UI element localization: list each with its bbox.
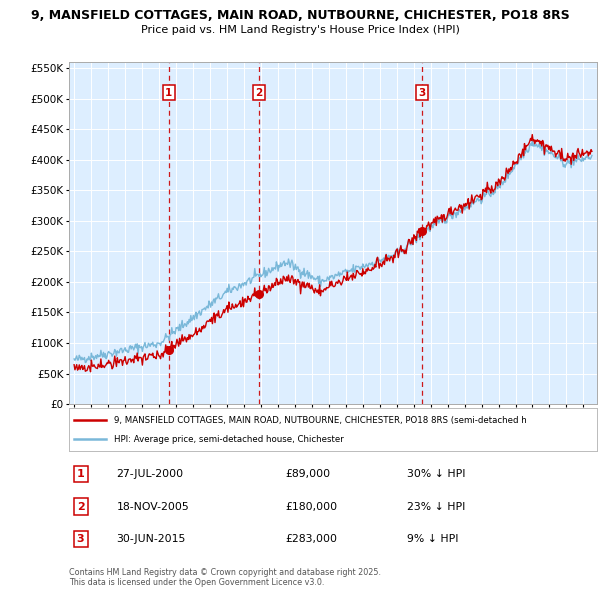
Text: HPI: Average price, semi-detached house, Chichester: HPI: Average price, semi-detached house,…: [114, 435, 344, 444]
Text: 2: 2: [77, 502, 85, 512]
Text: £180,000: £180,000: [286, 502, 338, 512]
Text: Price paid vs. HM Land Registry's House Price Index (HPI): Price paid vs. HM Land Registry's House …: [140, 25, 460, 35]
Text: 23% ↓ HPI: 23% ↓ HPI: [407, 502, 465, 512]
Text: 9% ↓ HPI: 9% ↓ HPI: [407, 534, 458, 544]
Text: 30-JUN-2015: 30-JUN-2015: [116, 534, 186, 544]
Text: 2: 2: [255, 87, 262, 97]
Text: 30% ↓ HPI: 30% ↓ HPI: [407, 469, 466, 479]
Text: 3: 3: [77, 534, 85, 544]
Text: Contains HM Land Registry data © Crown copyright and database right 2025.
This d: Contains HM Land Registry data © Crown c…: [69, 568, 381, 587]
Text: £283,000: £283,000: [286, 534, 337, 544]
Text: 1: 1: [77, 469, 85, 479]
Text: 9, MANSFIELD COTTAGES, MAIN ROAD, NUTBOURNE, CHICHESTER, PO18 8RS (semi-detached: 9, MANSFIELD COTTAGES, MAIN ROAD, NUTBOU…: [114, 416, 527, 425]
Text: 9, MANSFIELD COTTAGES, MAIN ROAD, NUTBOURNE, CHICHESTER, PO18 8RS: 9, MANSFIELD COTTAGES, MAIN ROAD, NUTBOU…: [31, 9, 569, 22]
Text: 1: 1: [165, 87, 172, 97]
Text: 3: 3: [418, 87, 425, 97]
Text: £89,000: £89,000: [286, 469, 331, 479]
Text: 18-NOV-2005: 18-NOV-2005: [116, 502, 189, 512]
Text: 27-JUL-2000: 27-JUL-2000: [116, 469, 184, 479]
